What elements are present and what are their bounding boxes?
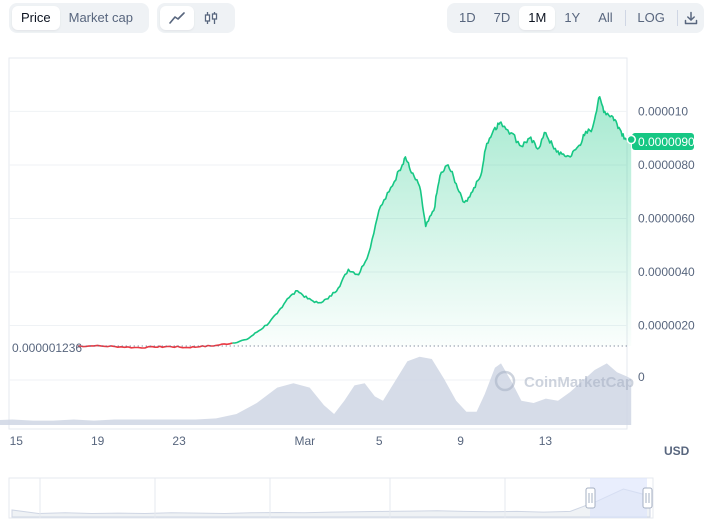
price-area bbox=[232, 96, 632, 346]
watermark-text: CoinMarketCap bbox=[524, 374, 634, 391]
log-scale-button[interactable]: LOG bbox=[637, 10, 665, 25]
y-tick-label: 0.0000020 bbox=[638, 319, 695, 333]
x-tick-label: 13 bbox=[539, 434, 553, 448]
x-tick-label: 5 bbox=[376, 434, 383, 448]
y-tick-label: 0.0000040 bbox=[638, 265, 695, 279]
volume-zero-label: 0 bbox=[638, 370, 645, 384]
toolbar-divider bbox=[676, 10, 678, 26]
range-selector: 1D 7D 1M 1Y All LOG bbox=[447, 3, 704, 33]
price-line-down bbox=[77, 342, 233, 349]
current-price-marker bbox=[626, 134, 636, 145]
coinmarketcap-logo-icon bbox=[494, 370, 516, 392]
x-tick-label: 15 bbox=[10, 434, 24, 448]
current-price-badge bbox=[632, 133, 694, 150]
price-line-up bbox=[232, 96, 632, 344]
navigator-area bbox=[11, 478, 651, 518]
toolbar-divider bbox=[624, 10, 626, 26]
range-7d-button[interactable]: 7D bbox=[493, 10, 511, 25]
y-tick-label: 0.0000060 bbox=[638, 211, 695, 225]
y-axis: 0.000010 0.0000080 0.0000060 0.0000040 0.000… bbox=[638, 104, 695, 332]
currency-label: USD bbox=[664, 444, 690, 458]
view-tabs: Price Market cap bbox=[9, 3, 149, 33]
tab-price[interactable]: Price bbox=[12, 6, 60, 30]
candlestick-button[interactable] bbox=[194, 6, 228, 30]
navigator-left-handle[interactable] bbox=[585, 487, 596, 509]
download-button[interactable] bbox=[681, 6, 701, 30]
range-all-button[interactable]: All bbox=[598, 10, 613, 25]
price-area-path bbox=[232, 96, 632, 346]
line-chart-button[interactable] bbox=[160, 6, 194, 30]
x-tick-label: 9 bbox=[457, 434, 464, 448]
x-tick-label: 23 bbox=[172, 434, 186, 448]
navigator-selection[interactable] bbox=[590, 478, 647, 518]
current-price-tag: 0.0000090 bbox=[632, 133, 695, 150]
start-price-label: 0.000001236 bbox=[12, 341, 82, 355]
line-chart-icon bbox=[169, 12, 185, 24]
range-1d-button[interactable]: 1D bbox=[459, 10, 476, 25]
navigator-area-path bbox=[11, 488, 651, 518]
y-tick-label: 0.0000080 bbox=[638, 158, 695, 172]
current-price-label: 0.0000090 bbox=[638, 135, 695, 149]
x-axis: 15 19 23 Mar 5 9 13 bbox=[10, 434, 553, 448]
range-1y-button[interactable]: 1Y bbox=[564, 10, 581, 25]
current-price-dot bbox=[626, 134, 636, 145]
download-icon bbox=[684, 11, 698, 25]
y-tick-label: 0.000010 bbox=[638, 104, 688, 118]
range-1m-button[interactable]: 1M bbox=[519, 6, 556, 30]
range-navigator[interactable] bbox=[8, 477, 654, 519]
x-tick-label: 19 bbox=[91, 434, 105, 448]
navigator-right-handle[interactable] bbox=[642, 487, 653, 509]
watermark: CoinMarketCap bbox=[494, 370, 634, 392]
x-tick-label: Mar bbox=[295, 434, 316, 448]
navigator-frame bbox=[8, 477, 654, 519]
tab-market-cap[interactable]: Market cap bbox=[68, 10, 133, 25]
candlestick-icon bbox=[204, 12, 218, 24]
chart-type-switch bbox=[157, 3, 235, 33]
price-line bbox=[77, 96, 632, 349]
